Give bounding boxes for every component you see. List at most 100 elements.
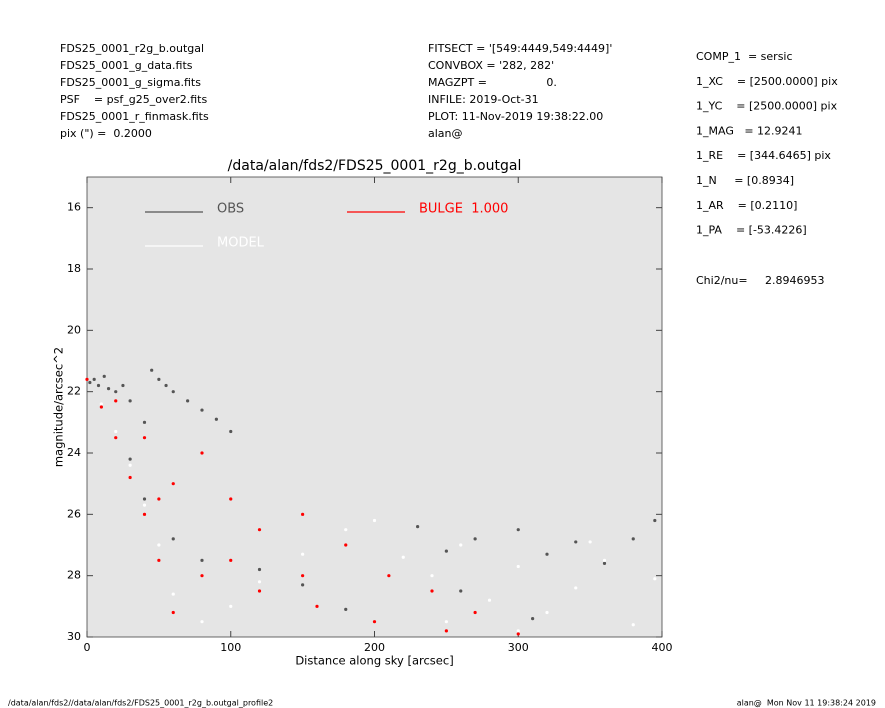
data-point xyxy=(257,528,262,532)
data-point xyxy=(114,390,118,394)
chi2-label: Chi2/nu= xyxy=(696,274,748,287)
data-point xyxy=(106,387,111,391)
y-tick-label: 22 xyxy=(67,385,81,398)
x-tick-label: 400 xyxy=(652,641,673,654)
header-left-line: PSF = psf_g25_over2.fits xyxy=(60,93,207,106)
data-point xyxy=(171,610,175,615)
fit-parameter: 1_RE = [344.6465] pix xyxy=(696,149,831,162)
data-point xyxy=(301,552,305,556)
data-point xyxy=(229,429,233,434)
y-tick-label: 24 xyxy=(67,446,81,459)
legend-label: OBS xyxy=(217,202,244,217)
data-point xyxy=(99,405,103,409)
data-point xyxy=(114,436,118,440)
data-point xyxy=(301,574,305,578)
header-middle-line: MAGZPT = 0. xyxy=(428,76,557,89)
x-tick-label: 200 xyxy=(364,641,385,654)
data-point xyxy=(171,592,175,596)
data-point xyxy=(444,549,448,553)
data-point xyxy=(473,610,477,615)
data-point xyxy=(121,383,125,388)
data-point xyxy=(142,420,147,424)
y-tick-label: 30 xyxy=(67,630,81,643)
y-tick-label: 28 xyxy=(67,569,81,582)
data-point xyxy=(229,604,233,608)
data-point xyxy=(229,558,233,562)
data-point xyxy=(459,589,463,593)
fit-parameter: 1_N = [0.8934] xyxy=(696,174,794,187)
data-point xyxy=(157,543,161,547)
data-point xyxy=(186,399,190,403)
header-left-line: FDS25_0001_g_sigma.fits xyxy=(60,76,201,89)
data-point xyxy=(157,558,161,562)
header-middle-line: CONVBOX = '282, 282' xyxy=(428,59,554,72)
data-point xyxy=(229,497,233,501)
data-point xyxy=(516,632,520,636)
data-point xyxy=(372,620,377,624)
data-point xyxy=(157,377,161,381)
data-point xyxy=(301,583,305,587)
header-middle-line: PLOT: 11-Nov-2019 19:38:22.00 xyxy=(428,110,603,123)
legend-label: BULGE 1.000 xyxy=(419,202,508,217)
x-axis-label: Distance along sky [arcsec] xyxy=(295,654,453,668)
data-point xyxy=(459,543,463,547)
data-point xyxy=(344,543,348,547)
data-point xyxy=(574,586,578,590)
data-point xyxy=(631,537,635,541)
data-point xyxy=(653,577,657,581)
data-point xyxy=(430,574,434,578)
fit-parameter: 1_XC = [2500.0000] pix xyxy=(696,75,838,88)
data-point xyxy=(653,518,657,523)
data-point xyxy=(387,574,391,578)
data-point xyxy=(430,589,434,593)
footer-right: alan@ Mon Nov 11 19:38:24 2019 xyxy=(737,699,876,708)
data-point xyxy=(157,497,161,501)
header-left-line: pix (") = 0.2000 xyxy=(60,127,152,140)
data-point xyxy=(92,377,96,381)
data-point xyxy=(88,380,92,385)
data-point xyxy=(114,429,118,434)
header-middle-line: INFILE: 2019-Oct-31 xyxy=(428,93,539,106)
data-point xyxy=(214,417,218,421)
data-point xyxy=(200,620,204,624)
data-point xyxy=(99,402,103,406)
data-point xyxy=(473,537,477,541)
header: FDS25_0001_r2g_b.outgal FDS25_0001_g_data… xyxy=(8,42,876,708)
fit-parameter: 1_YC = [2500.0000] pix xyxy=(696,100,838,113)
data-point xyxy=(545,552,549,556)
data-point xyxy=(200,558,204,562)
chi2-value: 2.8946953 xyxy=(765,274,825,287)
data-point xyxy=(487,598,492,602)
y-tick-label: 26 xyxy=(67,507,81,520)
data-point xyxy=(531,617,535,621)
y-tick-label: 16 xyxy=(67,201,81,214)
data-point xyxy=(444,620,448,624)
data-point xyxy=(516,528,520,532)
data-point xyxy=(85,377,89,381)
data-point xyxy=(257,567,262,572)
data-point xyxy=(401,555,405,559)
data-point xyxy=(171,390,175,394)
data-point xyxy=(344,528,348,532)
x-tick-label: 300 xyxy=(508,641,529,654)
data-point xyxy=(516,564,520,569)
data-point xyxy=(171,482,175,486)
chart-title: /data/alan/fds2/FDS25_0001_r2g_b.outgal xyxy=(228,158,522,174)
data-point xyxy=(128,399,132,403)
data-point xyxy=(171,537,175,541)
data-point xyxy=(96,383,101,388)
data-point xyxy=(200,574,204,578)
data-point xyxy=(631,623,635,627)
data-point xyxy=(200,408,204,412)
y-tick-label: 18 xyxy=(67,262,81,275)
data-point xyxy=(142,503,147,507)
data-point xyxy=(128,457,132,461)
data-point xyxy=(315,604,319,608)
data-point xyxy=(150,368,154,372)
data-point xyxy=(602,561,607,566)
data-point xyxy=(142,436,147,440)
plot: /data/alan/fds2/FDS25_0001_r2g_b.outgal D… xyxy=(52,158,673,668)
header-left-line: FDS25_0001_g_data.fits xyxy=(60,59,193,72)
fit-parameter: COMP_1 = sersic xyxy=(696,50,793,63)
footer-left: /data/alan/fds2//data/alan/fds2/FDS25_00… xyxy=(8,699,273,708)
